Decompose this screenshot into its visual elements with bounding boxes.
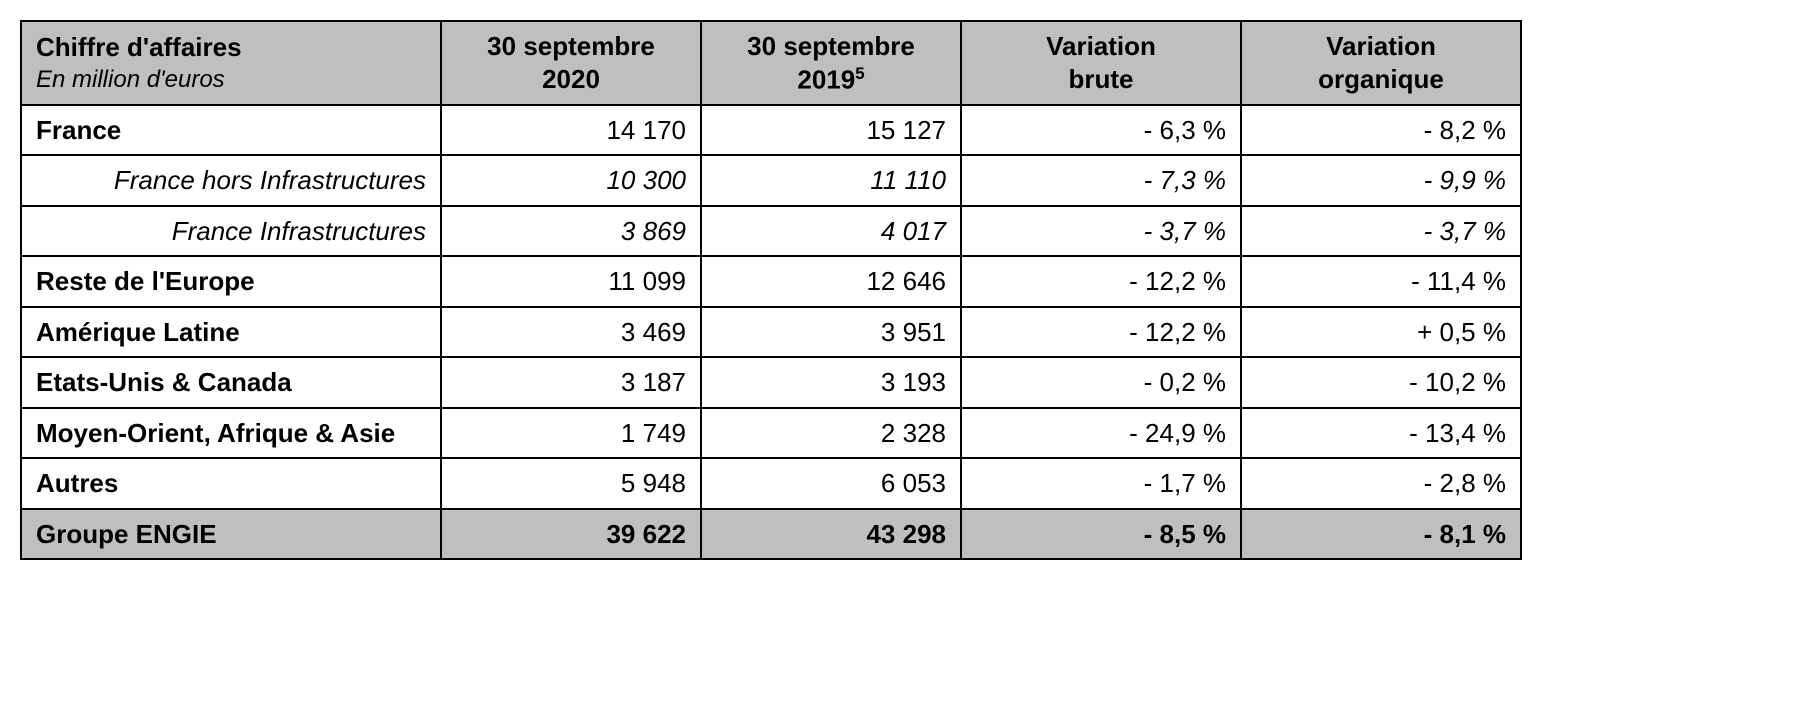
row-value: - 11,4 %: [1241, 256, 1521, 307]
row-label: Amérique Latine: [21, 307, 441, 358]
row-value: - 12,2 %: [961, 256, 1241, 307]
table-row: Amérique Latine3 4693 951- 12,2 %+ 0,5 %: [21, 307, 1521, 358]
table-row: Moyen-Orient, Afrique & Asie1 7492 328- …: [21, 408, 1521, 459]
row-value: - 6,3 %: [961, 105, 1241, 156]
row-value: + 0,5 %: [1241, 307, 1521, 358]
table-body: France14 17015 127- 6,3 %- 8,2 %France h…: [21, 105, 1521, 560]
row-label: Reste de l'Europe: [21, 256, 441, 307]
table-header-row: Chiffre d'affaires En million d'euros 30…: [21, 21, 1521, 105]
row-value: - 0,2 %: [961, 357, 1241, 408]
row-value: - 7,3 %: [961, 155, 1241, 206]
col4-line2: organique: [1318, 64, 1444, 94]
table-row: France14 17015 127- 6,3 %- 8,2 %: [21, 105, 1521, 156]
row-value: 15 127: [701, 105, 961, 156]
col1-line2: 2020: [542, 64, 600, 94]
row-value: - 3,7 %: [961, 206, 1241, 257]
row-value: 5 948: [441, 458, 701, 509]
row-value: 11 099: [441, 256, 701, 307]
col2-line1: 30 septembre: [747, 31, 915, 61]
row-value: 14 170: [441, 105, 701, 156]
table-row: France Infrastructures3 8694 017- 3,7 %-…: [21, 206, 1521, 257]
row-value: 3 469: [441, 307, 701, 358]
row-value: - 13,4 %: [1241, 408, 1521, 459]
col2-line2-prefix: 2019: [797, 64, 855, 94]
row-value: 43 298: [701, 509, 961, 560]
col0-subtitle: En million d'euros: [36, 65, 426, 95]
col-header-2019: 30 septembre 20195: [701, 21, 961, 105]
col-header-label: Chiffre d'affaires En million d'euros: [21, 21, 441, 105]
row-value: - 10,2 %: [1241, 357, 1521, 408]
col-header-variation-brute: Variation brute: [961, 21, 1241, 105]
row-value: - 24,9 %: [961, 408, 1241, 459]
col3-line2: brute: [1069, 64, 1134, 94]
col1-line1: 30 septembre: [487, 31, 655, 61]
row-value: 3 951: [701, 307, 961, 358]
row-label: France hors Infrastructures: [21, 155, 441, 206]
row-label: Autres: [21, 458, 441, 509]
row-value: - 9,9 %: [1241, 155, 1521, 206]
table-row: France hors Infrastructures10 30011 110-…: [21, 155, 1521, 206]
row-value: - 2,8 %: [1241, 458, 1521, 509]
row-value: 2 328: [701, 408, 961, 459]
row-value: 1 749: [441, 408, 701, 459]
row-value: 6 053: [701, 458, 961, 509]
col-header-variation-organique: Variation organique: [1241, 21, 1521, 105]
table-row: Reste de l'Europe11 09912 646- 12,2 %- 1…: [21, 256, 1521, 307]
row-value: 12 646: [701, 256, 961, 307]
col0-title: Chiffre d'affaires: [36, 31, 426, 64]
table-row: Autres5 9486 053- 1,7 %- 2,8 %: [21, 458, 1521, 509]
row-value: 3 193: [701, 357, 961, 408]
row-label: Moyen-Orient, Afrique & Asie: [21, 408, 441, 459]
col3-line1: Variation: [1046, 31, 1156, 61]
col-header-2020: 30 septembre 2020: [441, 21, 701, 105]
row-value: 39 622: [441, 509, 701, 560]
row-value: - 8,1 %: [1241, 509, 1521, 560]
row-label: France Infrastructures: [21, 206, 441, 257]
row-value: - 8,2 %: [1241, 105, 1521, 156]
col4-line1: Variation: [1326, 31, 1436, 61]
row-value: 3 869: [441, 206, 701, 257]
row-value: - 1,7 %: [961, 458, 1241, 509]
row-label: Groupe ENGIE: [21, 509, 441, 560]
row-value: - 3,7 %: [1241, 206, 1521, 257]
row-label: France: [21, 105, 441, 156]
revenue-table: Chiffre d'affaires En million d'euros 30…: [20, 20, 1522, 560]
row-value: 10 300: [441, 155, 701, 206]
table-row: Groupe ENGIE39 62243 298- 8,5 %- 8,1 %: [21, 509, 1521, 560]
row-label: Etats-Unis & Canada: [21, 357, 441, 408]
row-value: 4 017: [701, 206, 961, 257]
row-value: 3 187: [441, 357, 701, 408]
col2-footnote-sup: 5: [855, 64, 864, 83]
row-value: - 8,5 %: [961, 509, 1241, 560]
row-value: - 12,2 %: [961, 307, 1241, 358]
row-value: 11 110: [701, 155, 961, 206]
table-row: Etats-Unis & Canada3 1873 193- 0,2 %- 10…: [21, 357, 1521, 408]
